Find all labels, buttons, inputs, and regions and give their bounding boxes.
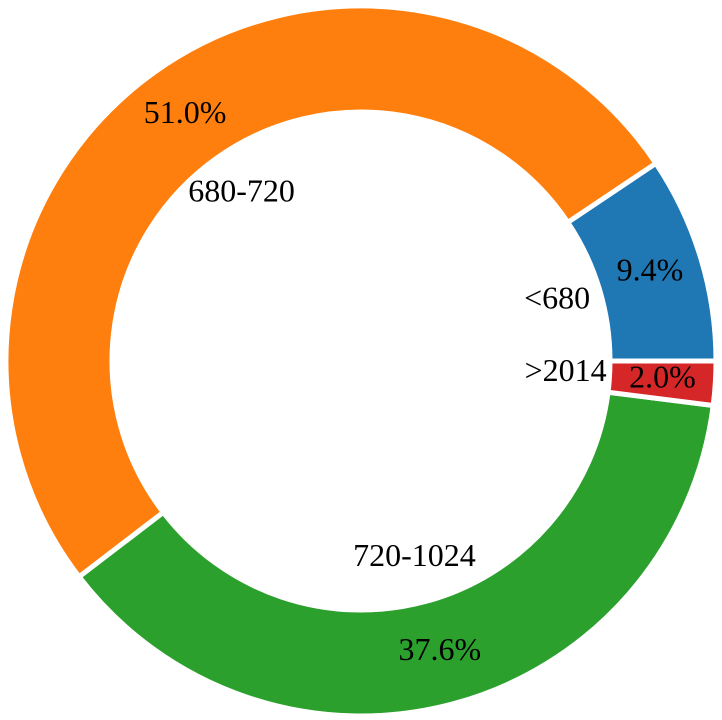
value-label: 2.0% [629, 358, 696, 394]
category-label: 720-1024 [353, 537, 476, 573]
wedge [75, 389, 716, 719]
category-label: >2014 [525, 352, 607, 388]
value-label: 9.4% [617, 251, 684, 287]
category-label: <680 [524, 280, 590, 316]
wedge [605, 358, 719, 409]
value-label: 37.6% [398, 631, 481, 667]
value-label: 51.0% [144, 94, 227, 130]
category-label: 680-720 [188, 173, 295, 209]
wedge [3, 3, 660, 581]
